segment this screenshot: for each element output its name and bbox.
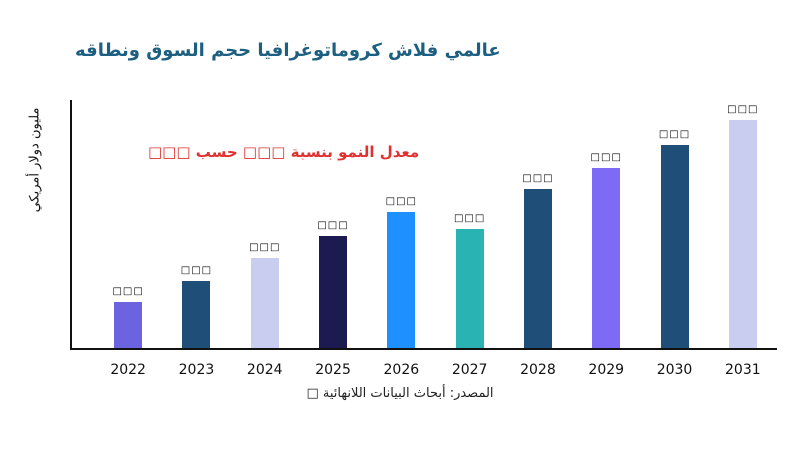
bar-value-label-2030: □□□: [658, 129, 691, 140]
bar-2027: [455, 229, 484, 348]
x-tick-label-2022: 2022: [110, 362, 146, 378]
x-tick-label-2031: 2031: [725, 362, 761, 378]
bar-value-label-2023: □□□: [180, 265, 213, 276]
x-tick-label-2025: 2025: [315, 362, 351, 378]
bar-2029: [592, 168, 621, 348]
x-tick-label-2026: 2026: [383, 362, 420, 378]
x-tick-label-2024: 2024: [246, 362, 283, 378]
bar-group-2031: □□□ 2031: [709, 100, 777, 378]
bar-2026: [387, 212, 416, 348]
growth-rate-annotation: معدل النمو بنسبة □□□ حسب □□□: [148, 143, 420, 161]
bar-group-2025: □□□ 2025: [299, 100, 367, 378]
bar-2024: [250, 258, 279, 348]
bar-2028: [523, 189, 552, 348]
x-tick-label-2029: 2029: [588, 362, 625, 378]
x-tick-label-2028: 2028: [520, 362, 556, 378]
bar-group-2022: □□□ 2022: [94, 100, 162, 378]
x-tick-label-2023: 2023: [178, 362, 215, 378]
bar-value-label-2022: □□□: [112, 286, 144, 297]
bar-value-label-2024: □□□: [249, 242, 281, 253]
bar-group-2029: □□□ 2029: [572, 100, 640, 378]
bar-value-label-2028: □□□: [522, 173, 554, 184]
bars-container: □□□ 2022 □□□ 2023 □□□ 2024 □□□ 2025 □□□ 2026 □□□ 20…: [72, 100, 777, 378]
bar-value-label-2026: □□□: [385, 196, 418, 207]
bar-2030: [660, 145, 689, 348]
bar-2025: [319, 236, 348, 348]
bar-2022: [114, 302, 143, 348]
bar-group-2023: □□□ 2023: [162, 100, 230, 378]
y-axis-label: مليون دولار أمريكي: [27, 107, 43, 213]
bar-group-2030: □□□ 2030: [640, 100, 708, 378]
bar-group-2026: □□□ 2026: [367, 100, 435, 378]
bar-group-2024: □□□ 2024: [231, 100, 299, 378]
x-tick-label-2027: 2027: [451, 362, 488, 378]
bar-value-label-2029: □□□: [590, 152, 622, 163]
bar-value-label-2027: □□□: [453, 213, 486, 224]
chart-title: عالمي فلاش كروماتوغرافيا حجم السوق ونطاق…: [75, 40, 501, 61]
bar-value-label-2025: □□□: [317, 220, 349, 231]
x-tick-label-2030: 2030: [656, 362, 693, 378]
bar-2023: [182, 281, 211, 348]
bar-2031: [728, 120, 757, 348]
bar-value-label-2031: □□□: [727, 104, 759, 115]
bar-group-2028: □□□ 2028: [504, 100, 572, 378]
plot-area: □□□ 2022 □□□ 2023 □□□ 2024 □□□ 2025 □□□ 2026 □□□ 20…: [70, 100, 777, 378]
bar-group-2027: □□□ 2027: [435, 100, 503, 378]
source-attribution: المصدر: أبحاث البيانات اللانهائية □: [306, 386, 494, 401]
